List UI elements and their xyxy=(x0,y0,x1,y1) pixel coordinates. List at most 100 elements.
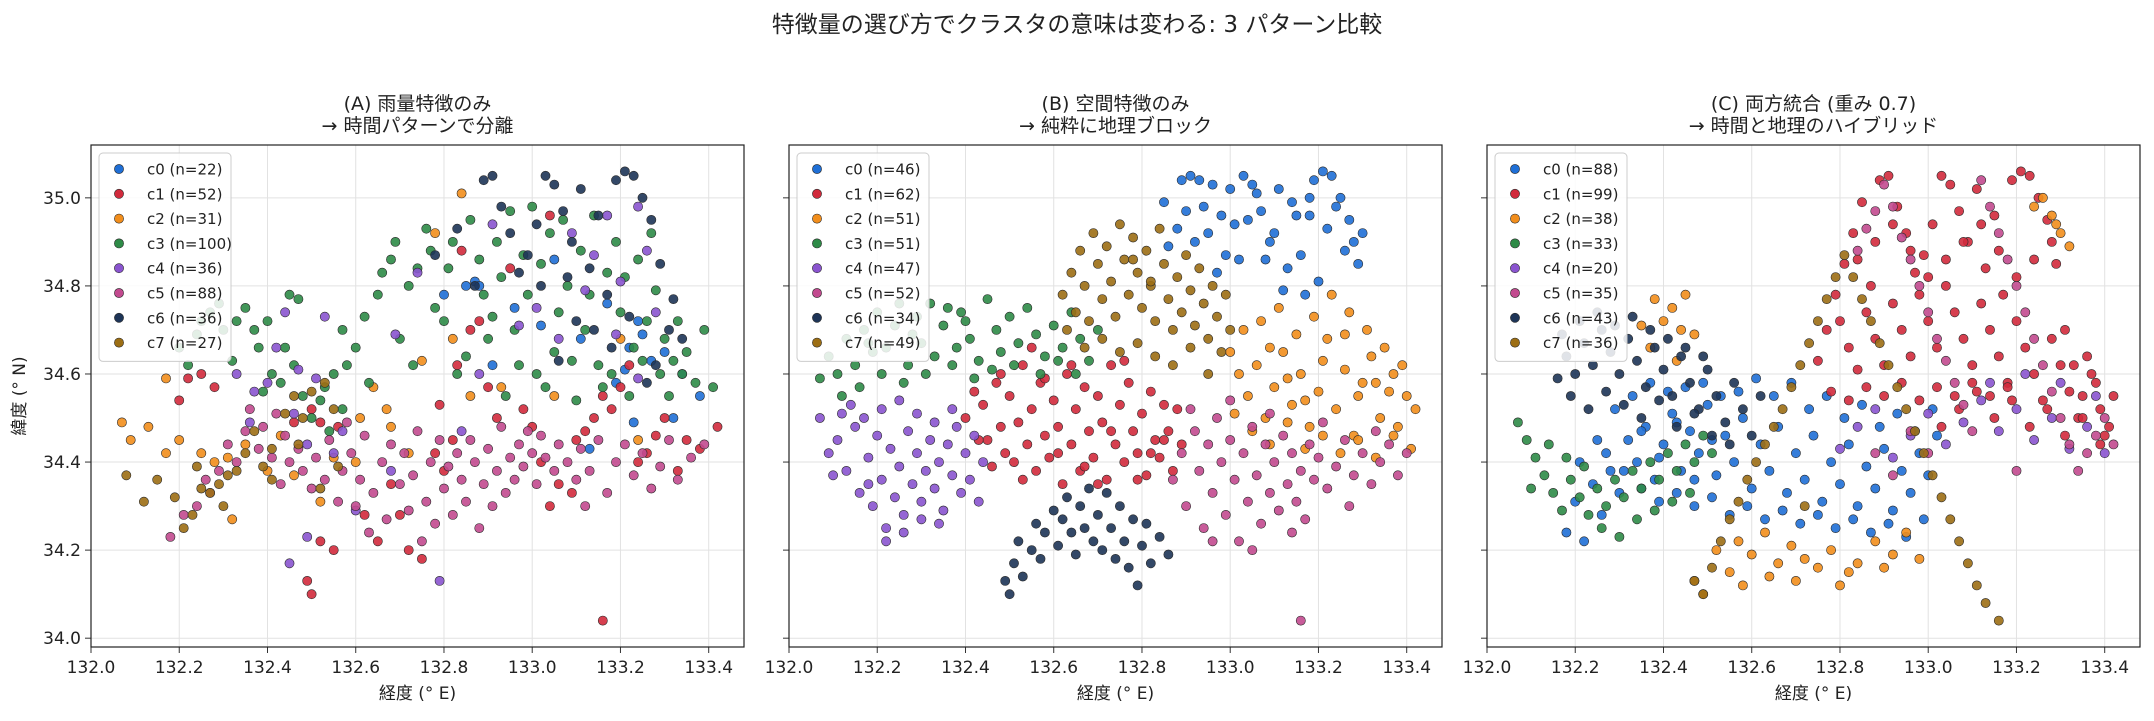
scatter-point xyxy=(1791,448,1801,459)
scatter-point xyxy=(1265,408,1275,419)
scatter-point xyxy=(1993,245,2004,256)
scatter-point xyxy=(2007,395,2017,406)
scatter-point xyxy=(664,391,674,401)
scatter-point xyxy=(633,316,643,326)
scatter-point xyxy=(452,223,463,234)
scatter-point xyxy=(1976,395,1987,406)
scatter-point xyxy=(416,536,427,547)
scatter-point xyxy=(575,443,586,454)
scatter-point xyxy=(1813,316,1823,326)
scatter-point xyxy=(1150,316,1161,326)
scatter-point xyxy=(337,324,348,335)
scatter-point xyxy=(249,386,260,397)
scatter-point xyxy=(642,245,652,256)
scatter-point xyxy=(1159,197,1169,208)
scatter-point xyxy=(522,289,533,300)
scatter-point xyxy=(1892,408,1903,419)
scatter-point xyxy=(1168,360,1178,371)
scatter-point xyxy=(1265,342,1275,353)
scatter-point xyxy=(487,501,498,511)
scatter-point xyxy=(461,280,471,291)
figure-title: 特徴量の選び方でクラスタの意味は変わる: 3 パターン比較 xyxy=(772,12,1382,38)
scatter-point xyxy=(1172,223,1183,234)
scatter-point xyxy=(1618,492,1629,503)
scatter-point xyxy=(1636,413,1647,423)
scatter-point xyxy=(898,510,909,520)
scatter-point xyxy=(328,404,339,415)
scatter-point xyxy=(637,448,648,459)
scatter-point xyxy=(280,408,290,419)
scatter-point xyxy=(1318,430,1328,441)
scatter-point xyxy=(1649,505,1660,516)
scatter-point xyxy=(1097,417,1108,428)
scatter-point xyxy=(1106,523,1116,533)
scatter-point xyxy=(1207,487,1218,498)
scatter-point xyxy=(2064,439,2075,450)
scatter-point xyxy=(1888,549,1898,560)
scatter-point xyxy=(2046,210,2057,221)
scatter-point xyxy=(1304,210,1315,221)
scatter-point xyxy=(1707,562,1717,573)
x-tick-label: 132.8 xyxy=(1816,658,1865,678)
scatter-point xyxy=(850,421,861,432)
scatter-point xyxy=(289,408,299,419)
scatter-point xyxy=(1667,408,1678,419)
series-6 xyxy=(1000,483,1174,600)
scatter-point xyxy=(1658,316,1669,326)
scatter-point xyxy=(1768,421,1779,432)
scatter-point xyxy=(1676,351,1686,362)
scatter-point xyxy=(1941,254,1951,265)
scatter-point xyxy=(642,316,652,326)
scatter-point xyxy=(1526,483,1536,494)
scatter-point xyxy=(1557,505,1567,516)
scatter-point xyxy=(289,391,299,401)
scatter-point xyxy=(1093,391,1103,401)
scatter-point xyxy=(474,316,485,326)
scatter-point xyxy=(1212,267,1222,278)
scatter-point xyxy=(1936,492,1947,503)
scatter-point xyxy=(1579,536,1589,547)
scatter-point xyxy=(1583,510,1594,520)
scatter-point xyxy=(2073,465,2084,476)
scatter-point xyxy=(2046,333,2057,344)
scatter-point xyxy=(1896,465,1907,476)
scatter-point xyxy=(240,448,251,459)
scatter-point xyxy=(845,399,856,410)
scatter-point xyxy=(315,536,326,547)
plot-frame xyxy=(90,144,745,648)
scatter-point xyxy=(602,298,613,309)
scatter-point xyxy=(672,465,683,476)
scatter-point xyxy=(1813,510,1823,520)
scatter-point xyxy=(580,426,591,437)
scatter-point xyxy=(1813,562,1823,573)
scatter-point xyxy=(969,373,980,384)
scatter-point xyxy=(350,501,361,511)
scatter-point xyxy=(315,496,326,507)
scatter-point xyxy=(606,342,617,353)
scatter-point xyxy=(527,201,538,212)
scatter-point xyxy=(1216,457,1227,467)
scatter-point xyxy=(364,377,374,388)
scatter-point xyxy=(350,342,361,353)
scatter-point xyxy=(315,483,326,494)
panel-subtitle: → 時間パターンで分離 xyxy=(321,115,513,137)
scatter-point xyxy=(876,369,887,379)
scatter-point xyxy=(1057,514,1068,525)
scatter-point xyxy=(837,391,847,401)
scatter-point xyxy=(1145,276,1156,287)
scatter-point xyxy=(311,452,321,463)
scatter-point xyxy=(1247,545,1258,555)
scatter-point xyxy=(1830,289,1841,300)
scatter-point xyxy=(1053,448,1063,459)
legend-entry: c3 (n=33) xyxy=(1543,235,1618,253)
scatter-point xyxy=(1159,435,1169,445)
scatter-point xyxy=(1366,479,1377,489)
scatter-point xyxy=(1667,496,1678,507)
scatter-point xyxy=(1190,236,1200,247)
legend-entry: c0 (n=46) xyxy=(845,161,920,179)
scatter-point xyxy=(1062,324,1072,335)
scatter-point xyxy=(1344,307,1355,318)
scatter-point xyxy=(872,430,883,441)
scatter-point xyxy=(1954,536,1964,547)
